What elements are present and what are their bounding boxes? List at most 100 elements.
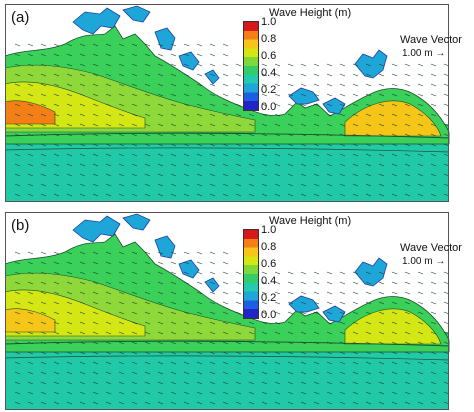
wave-vector-arrow [131, 321, 138, 325]
wave-vector-arrow [92, 103, 99, 107]
tick-label: 1.0 [261, 224, 277, 236]
wave-vector-arrow [404, 271, 411, 275]
wave-vector-arrow [248, 153, 255, 157]
wave-vector-arrow [53, 331, 60, 335]
wave-vector-arrow [339, 63, 346, 67]
wave-vector-arrow [14, 341, 21, 345]
wave-vector-arrow [40, 173, 47, 177]
wave-vector-arrow [365, 291, 372, 295]
wave-vector-arrow [300, 321, 307, 325]
wave-vector-arrow [261, 281, 268, 285]
wave-vector-arrow [352, 113, 359, 117]
wave-vector-arrow [378, 361, 385, 365]
wave-vector-arrow [118, 311, 125, 315]
wave-vector-arrow [53, 103, 60, 107]
wave-vector-arrow [209, 163, 216, 167]
wave-vector-arrow [430, 301, 437, 305]
wave-vector-arrow [131, 341, 138, 345]
wave-vector-arrow [66, 103, 73, 107]
wave-vector-arrow [196, 331, 203, 335]
wave-vector-arrow [248, 183, 255, 187]
wave-vector-arrow [365, 163, 372, 167]
wave-vector-arrow [326, 103, 333, 107]
wave-vector-arrow [157, 153, 164, 157]
wave-vector-arrow [417, 311, 424, 315]
wave-vector-arrow [79, 381, 86, 385]
wave-vector-arrow [40, 291, 47, 295]
wave-vector-arrow [339, 153, 346, 157]
island-patch [154, 235, 176, 259]
wave-vector-arrow [196, 113, 203, 117]
wave-vector-arrow [326, 351, 333, 355]
wave-vector-arrow [300, 183, 307, 187]
wave-vector-arrow [157, 301, 164, 305]
wave-vector-arrow [183, 331, 190, 335]
wave-vector-arrow [378, 163, 385, 167]
wave-vector-arrow [313, 193, 320, 197]
wave-vector-arrow [274, 361, 281, 365]
wave-vector-arrow [92, 173, 99, 177]
wave-vector-arrow [40, 103, 47, 107]
wave-vector-arrow [157, 143, 164, 147]
wave-vector-arrow [183, 143, 190, 147]
wave-vector-arrow [14, 173, 21, 177]
wave-vector-arrow [430, 93, 437, 97]
wave-vector-arrow [144, 311, 151, 315]
wave-vector-arrow [53, 43, 60, 47]
wave-vector-arrow [183, 281, 190, 285]
wave-vector-arrow [326, 401, 333, 405]
wave-vector-arrow [53, 83, 60, 87]
wave-vector-arrow [53, 163, 60, 167]
wave-vector-arrow [417, 173, 424, 177]
wave-vector-arrow [235, 361, 242, 365]
wave-vector-arrow [326, 113, 333, 117]
wave-vector-arrow [14, 271, 21, 275]
wave-vector-arrow [131, 53, 138, 57]
wave-vector-arrow [79, 271, 86, 275]
wave-vector-arrow [404, 133, 411, 137]
wave-vector-arrow [235, 371, 242, 375]
wave-vector-arrow [79, 173, 86, 177]
wave-vector-arrow [27, 83, 34, 87]
wave-vector-arrow [417, 143, 424, 147]
wave-vector-arrow [313, 341, 320, 345]
wave-vector-arrow [391, 391, 398, 395]
wave-vector-arrow [222, 251, 229, 255]
wave-vector-arrow [131, 73, 138, 77]
wave-vector-arrow [209, 301, 216, 305]
wave-vector-arrow [235, 401, 242, 405]
wave-vector-arrow [378, 143, 385, 147]
wave-vector-arrow [79, 341, 86, 345]
wave-vector-arrow [66, 123, 73, 127]
wave-vector-arrow [404, 163, 411, 167]
wave-vector-arrow [53, 311, 60, 315]
wave-vector-arrow [378, 371, 385, 375]
wave-vector-arrow [209, 361, 216, 365]
wave-vector-arrow [313, 401, 320, 405]
wave-vector-arrow [209, 183, 216, 187]
wave-vector-title-a: Wave Vector [400, 34, 462, 46]
wave-vector-arrow [118, 53, 125, 57]
wave-vector-arrow [131, 361, 138, 365]
wave-vector-arrow [339, 331, 346, 335]
wave-vector-arrow [157, 291, 164, 295]
wave-vector-arrow [222, 281, 229, 285]
wave-vector-arrow [79, 281, 86, 285]
wave-vector-arrow [40, 153, 47, 157]
wave-vector-arrow [404, 143, 411, 147]
wave-vector-arrow [40, 301, 47, 305]
wave-vector-arrow [144, 153, 151, 157]
wave-vector-arrow [27, 63, 34, 67]
wave-vector-arrow [40, 163, 47, 167]
wave-vector-arrow [274, 401, 281, 405]
wave-vector-arrow [352, 63, 359, 67]
wave-vector-arrow [14, 193, 21, 197]
wave-vector-arrow [235, 123, 242, 127]
wave-vector-arrow [404, 281, 411, 285]
wave-vector-arrow [222, 163, 229, 167]
wave-height-map-a [5, 4, 450, 202]
wave-vector-arrow [378, 401, 385, 405]
wave-vector-arrow [300, 371, 307, 375]
wave-vector-arrow [40, 321, 47, 325]
wave-vector-arrow [313, 301, 320, 305]
